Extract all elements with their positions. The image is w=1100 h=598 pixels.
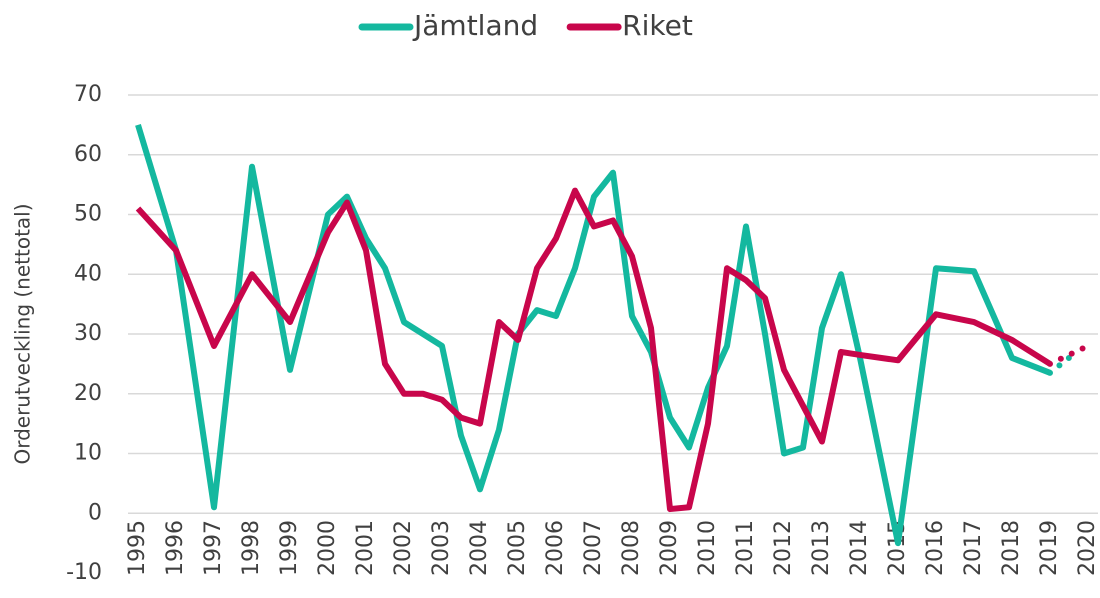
x-tick-label: 2012 — [771, 520, 796, 576]
series-line-dotted — [1047, 354, 1072, 376]
x-tick-label: 1997 — [201, 520, 226, 576]
x-tick-label: 2020 — [1075, 520, 1100, 576]
y-tick-label: 0 — [88, 500, 102, 525]
series-line — [135, 187, 1052, 513]
legend-label: Jämtland — [412, 9, 538, 42]
x-tick-label: 2016 — [923, 520, 948, 576]
y-tick-label: 30 — [74, 321, 102, 346]
x-tick-label: 2004 — [467, 520, 492, 576]
y-tick-label: 70 — [74, 82, 102, 107]
y-tick-label: 20 — [74, 381, 102, 406]
x-tick-label: 2019 — [1037, 520, 1062, 576]
y-tick-label: -10 — [66, 560, 102, 585]
x-tick-label: 2006 — [543, 520, 568, 576]
x-tick-label: 2010 — [695, 520, 720, 576]
x-tick-label: 2014 — [847, 520, 872, 576]
x-tick-label: 2013 — [809, 520, 834, 576]
x-tick-label: 2017 — [961, 520, 986, 576]
x-tick-label: 2003 — [429, 520, 454, 576]
x-tick-label: 2011 — [733, 520, 758, 576]
x-tick-label: 2008 — [619, 520, 644, 576]
series-line-dotted — [1047, 342, 1091, 367]
x-tick-label: 2001 — [353, 520, 378, 576]
x-tick-label: 2002 — [391, 520, 416, 576]
y-tick-label: 10 — [74, 441, 102, 466]
y-axis-label: Orderutveckling (nettotal) — [11, 203, 35, 464]
x-tick-label: 2018 — [999, 520, 1024, 576]
x-tick-label: 2007 — [581, 520, 606, 576]
y-tick-label: 50 — [74, 202, 102, 227]
x-tick-label: 1999 — [277, 520, 302, 576]
x-tick-label: 1995 — [125, 520, 150, 576]
x-tick-label: 2009 — [657, 520, 682, 576]
legend-label: Riket — [622, 9, 693, 42]
x-tick-label: 2000 — [315, 520, 340, 576]
y-tick-label: 60 — [74, 142, 102, 167]
x-tick-label: 1996 — [163, 520, 188, 576]
x-tick-label: 1998 — [239, 520, 264, 576]
x-tick-label: 2005 — [505, 520, 530, 576]
y-tick-label: 40 — [74, 261, 102, 286]
